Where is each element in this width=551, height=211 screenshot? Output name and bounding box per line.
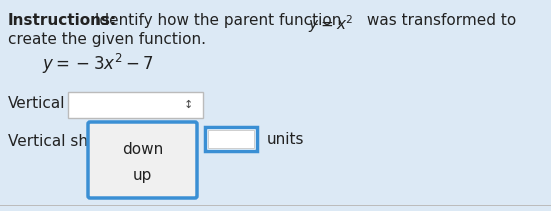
Bar bbox=[205, 127, 257, 151]
Text: up: up bbox=[133, 168, 152, 183]
Text: units: units bbox=[267, 131, 305, 146]
Text: $y = -3x^2 - 7$: $y = -3x^2 - 7$ bbox=[42, 52, 154, 76]
Text: Vertical: Vertical bbox=[8, 96, 66, 111]
Bar bbox=[68, 92, 203, 118]
Text: down: down bbox=[122, 142, 163, 157]
Text: Instructions:: Instructions: bbox=[8, 13, 117, 28]
Text: Vertical shif: Vertical shif bbox=[8, 134, 98, 149]
Text: ✓: ✓ bbox=[113, 134, 126, 149]
Text: create the given function.: create the given function. bbox=[8, 32, 206, 47]
Text: was transformed to: was transformed to bbox=[362, 13, 516, 28]
Text: Identify how the parent function: Identify how the parent function bbox=[90, 13, 346, 28]
Bar bbox=[208, 130, 254, 148]
Text: ↕: ↕ bbox=[183, 100, 193, 110]
FancyBboxPatch shape bbox=[88, 122, 197, 198]
Text: $y = x^2$: $y = x^2$ bbox=[308, 13, 354, 35]
